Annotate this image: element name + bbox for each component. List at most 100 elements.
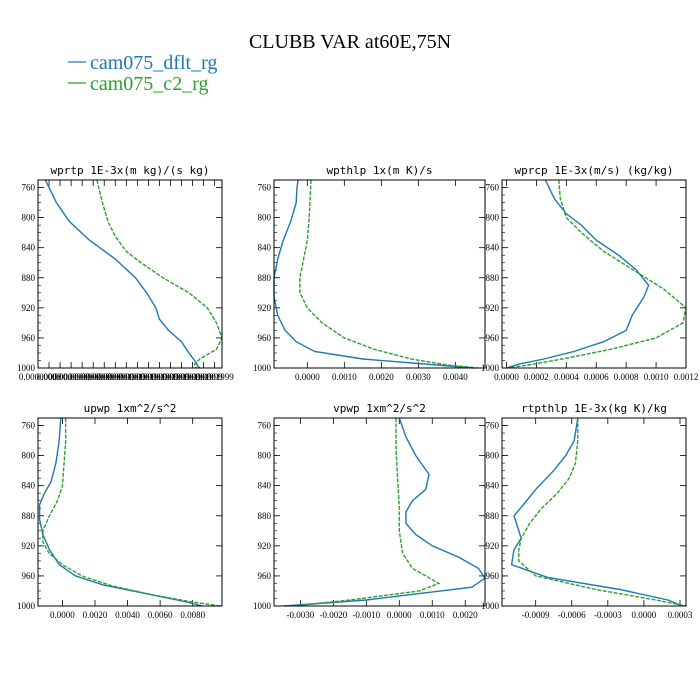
panel-1: wprtp 1E-3x(m kg)/(s kg) 760 800 840 880 920 9…	[17, 164, 234, 382]
y-tick-label: 920	[258, 541, 272, 551]
panel-frame	[501, 179, 687, 369]
series-line-c2	[299, 179, 478, 369]
panel-title: wpthlp 1x(m K)/s	[327, 164, 433, 177]
y-tick-label: 800	[486, 451, 500, 461]
x-tick-label: 0.0000	[295, 372, 320, 382]
x-tick-label: 0.0000999	[74, 372, 113, 382]
panel-title: rtpthlp 1E-3x(kg K)/kg	[521, 402, 667, 415]
y-tick-label: 960	[22, 571, 36, 581]
y-tick-label: 760	[258, 183, 272, 193]
x-tick-label: 0.0080	[180, 610, 205, 620]
series-line-c2	[42, 418, 221, 607]
y-tick-label: 800	[486, 213, 500, 223]
series-line-c2	[518, 418, 687, 607]
y-tick-label: 1000	[17, 601, 36, 611]
x-tick-label: 0.0000	[387, 610, 412, 620]
y-tick-label: 1000	[481, 601, 500, 611]
x-tick-label: 0.0000999	[85, 372, 124, 382]
y-tick-label: 840	[22, 243, 36, 253]
y-tick-label: 760	[486, 421, 500, 431]
x-tick-label: -0.0009	[522, 610, 550, 620]
x-tick-label: 0.0000	[494, 372, 519, 382]
series-line-c2	[506, 179, 687, 369]
panel-frame	[37, 417, 223, 607]
x-tick-label: -0.0030	[287, 610, 315, 620]
x-tick-label: 0.0040	[115, 610, 140, 620]
panel-title: wprtp 1E-3x(m kg)/(s kg)	[51, 164, 210, 177]
panel-frame	[273, 179, 486, 369]
y-tick-label: 960	[258, 571, 272, 581]
legend-label-dflt: cam075_dflt_rg	[90, 52, 217, 74]
y-tick-label: 960	[258, 333, 272, 343]
x-tick-label: 0.0012	[674, 372, 699, 382]
y-tick-label: 880	[22, 511, 36, 521]
x-tick-label: 0.0020	[453, 610, 478, 620]
y-tick-label: 960	[22, 333, 36, 343]
y-tick-label: 960	[486, 571, 500, 581]
x-tick-label: 0.0030	[406, 372, 431, 382]
x-tick-label: -0.0006	[558, 610, 586, 620]
y-tick-label: 920	[258, 303, 272, 313]
x-tick-label: 0.0000	[632, 610, 657, 620]
x-tick-label: 0.0000	[48, 372, 73, 382]
y-tick-label: 1000	[481, 363, 500, 373]
x-tick-label: 0.0004	[554, 372, 579, 382]
series-line-dflt	[510, 417, 683, 607]
legend-label-c2: cam075_c2_rg	[90, 73, 209, 95]
x-tick-label: 0.0001999	[196, 372, 235, 382]
x-tick-label: 0.0000999	[96, 372, 135, 382]
x-tick-label: -0.0003	[594, 610, 622, 620]
panel-5: vpwp 1xm^2/s^2 760 800 840 880 920 960 1000 -0.0…	[253, 402, 486, 620]
y-tick-label: 800	[258, 451, 272, 461]
y-tick-label: 840	[258, 481, 272, 491]
x-tick-label: 0.0040	[443, 372, 468, 382]
x-tick-label: 0.0010	[644, 372, 669, 382]
y-tick-label: 840	[258, 243, 272, 253]
x-tick-label: 0.0002	[524, 372, 549, 382]
x-tick-label: 0.0001999	[140, 372, 179, 382]
y-tick-label: 760	[486, 183, 500, 193]
series-line-c2	[96, 179, 223, 369]
panel-title: upwp 1xm^2/s^2	[84, 402, 177, 415]
x-tick-label: 0.0001999	[118, 372, 157, 382]
series-line-c2	[293, 418, 441, 607]
series-line-dflt	[273, 179, 474, 369]
y-tick-label: 920	[22, 303, 36, 313]
series-line-dflt	[506, 179, 650, 369]
series-line-dflt	[44, 179, 201, 369]
panel-frame	[273, 417, 486, 607]
y-tick-label: 880	[258, 511, 272, 521]
y-tick-label: 760	[22, 421, 36, 431]
series-line-dflt	[283, 417, 486, 607]
x-tick-label: 0.0020	[369, 372, 394, 382]
x-tick-label: 0.0000000	[19, 372, 58, 382]
x-tick-label: 0.0001999	[184, 372, 223, 382]
x-tick-label: 0.0001999	[129, 372, 168, 382]
x-tick-label: 0.0001999	[151, 372, 190, 382]
panel-6: rtpthlp 1E-3x(kg K)/kg 760 800 840 880 920 960…	[481, 402, 693, 620]
x-tick-label: 0.0008	[614, 372, 639, 382]
panel-4: upwp 1xm^2/s^2 760 800 840 880 920 960 1000 0.00…	[17, 402, 223, 620]
panel-frame	[501, 417, 687, 607]
y-tick-label: 840	[486, 481, 500, 491]
x-tick-label: 0.0000	[50, 610, 75, 620]
series-line-dflt	[38, 417, 203, 607]
figure-title: CLUBB VAR at60E,75N	[249, 31, 451, 53]
y-tick-label: 880	[486, 511, 500, 521]
legend: cam075_dflt_rg cam075_c2_rg	[68, 52, 217, 95]
y-tick-label: 800	[258, 213, 272, 223]
y-tick-label: 800	[22, 213, 36, 223]
x-tick-label: 0.0003	[668, 610, 693, 620]
y-tick-label: 880	[258, 273, 272, 283]
y-tick-label: 1000	[253, 601, 272, 611]
x-tick-label: 0.0020	[83, 610, 108, 620]
x-tick-label: 0.0010	[420, 610, 445, 620]
x-tick-label: -0.0010	[352, 610, 380, 620]
y-tick-label: 960	[486, 333, 500, 343]
panel-frame	[37, 179, 223, 369]
panel-3: wprcp 1E-3x(m/s) (kg/kg) 760 800 840 880 920 9…	[481, 164, 698, 382]
y-tick-label: 840	[486, 243, 500, 253]
y-tick-label: 840	[22, 481, 36, 491]
y-tick-label: 1000	[253, 363, 272, 373]
